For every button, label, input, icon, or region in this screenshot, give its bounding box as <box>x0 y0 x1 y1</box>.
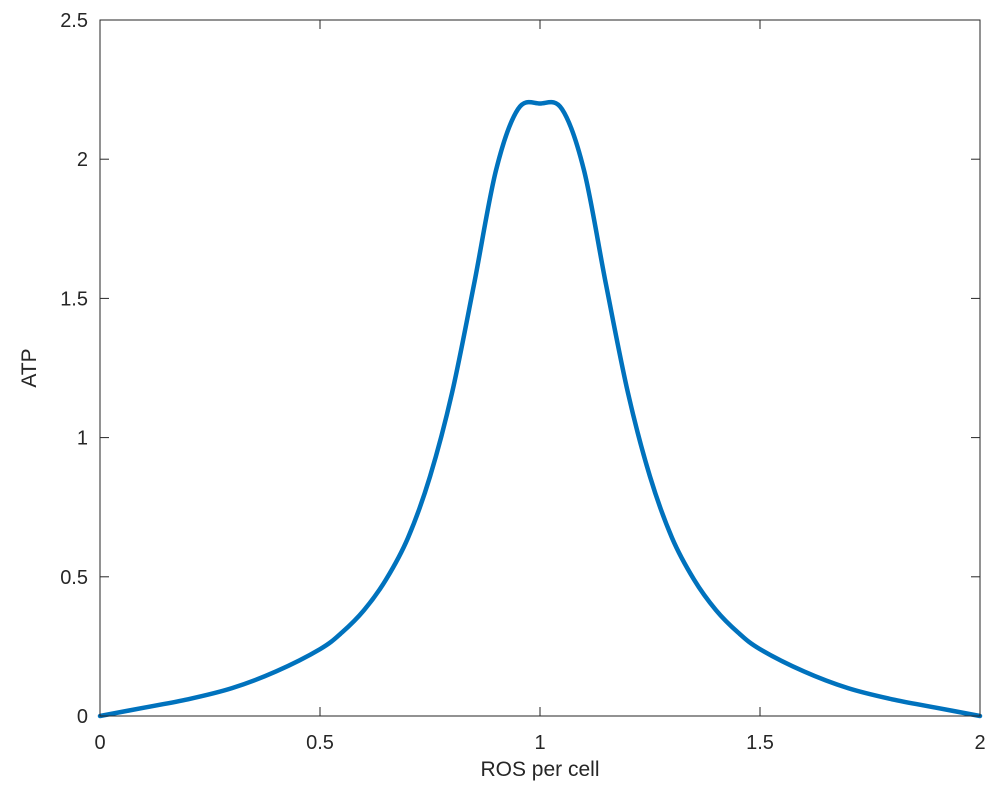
x-tick-label: 0 <box>94 732 105 754</box>
y-tick-label: 1 <box>77 428 88 450</box>
series-line-0 <box>97 99 983 719</box>
y-axis-label: ATP <box>18 348 41 387</box>
plot-background <box>100 20 980 716</box>
y-tick-label: 2 <box>77 149 88 171</box>
y-tick-label: 0.5 <box>60 567 88 589</box>
x-tick-label: 0.5 <box>306 732 334 754</box>
x-tick-label: 1 <box>534 732 545 754</box>
x-axis-label: ROS per cell <box>480 758 599 781</box>
y-axis-ticks: 0 0.5 1 1.5 2 2.5 <box>60 10 980 728</box>
series-layer <box>97 99 983 719</box>
y-tick-label: 0 <box>77 706 88 728</box>
y-tick-label: 2.5 <box>60 10 88 32</box>
plot-frame <box>99 19 981 717</box>
x-tick-label: 2 <box>974 732 985 754</box>
y-tick-label: 1.5 <box>60 288 88 310</box>
x-tick-label: 1.5 <box>746 732 774 754</box>
